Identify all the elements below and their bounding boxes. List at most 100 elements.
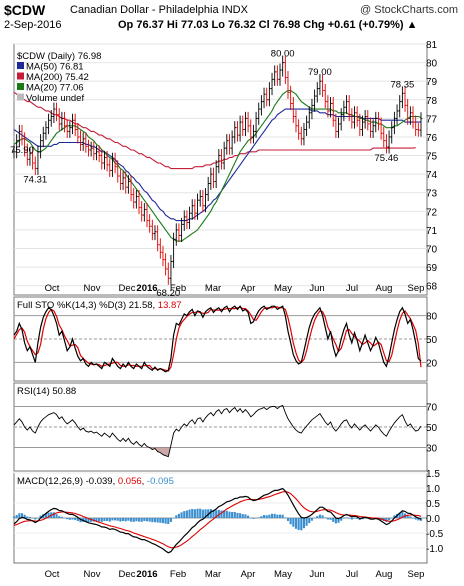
macd-histogram-bar [345, 517, 348, 518]
macd-histogram-bar [68, 518, 71, 520]
macd-histogram-bar [239, 513, 242, 518]
macd-histogram-bar [294, 518, 298, 529]
macd-histogram-bar [385, 518, 388, 522]
macd-histogram-bar [297, 518, 300, 530]
x-tick-label-bottom: Dec [119, 569, 136, 580]
macd-histogram-bar [172, 518, 175, 519]
legend-ma200-swatch [17, 72, 24, 80]
macd-histogram-bar [201, 509, 204, 518]
macd-tick-label: -0.5 [426, 529, 444, 540]
macd-tick-label: -1.0 [426, 544, 444, 555]
macd-histogram-bar [302, 518, 306, 529]
macd-histogram-bar [148, 518, 151, 522]
instrument-name: Canadian Dollar - Philadelphia INDX [70, 4, 248, 16]
macd-legend-sep: , [142, 476, 147, 487]
macd-histogram-bar [406, 515, 409, 518]
macd-histogram-bar [124, 518, 127, 522]
legend-ma20-swatch [17, 83, 24, 90]
macd-histogram-bar [36, 518, 39, 519]
sto-legend: Full STO %K(14,3) %D(3) 21.58, 13.87 [17, 300, 182, 311]
price-tick-label: 77 [426, 114, 438, 125]
price-tick-label: 78 [426, 96, 438, 107]
x-tick-label-price: Dec [119, 283, 136, 294]
price-tick-label: 71 [426, 226, 438, 237]
macd-histogram-bar [326, 518, 329, 520]
macd-histogram-bar [286, 518, 290, 521]
macd-histogram-bar [169, 518, 173, 522]
macd-histogram-bar [71, 518, 74, 520]
ma20-line [13, 89, 422, 242]
macd-histogram-bar [419, 518, 423, 521]
macd-histogram-bar [26, 516, 29, 518]
macd-histogram-bar [257, 517, 260, 518]
ohlc-readout: Op 76.37 Hi 77.03 Lo 76.32 Cl 76.98 Chg … [118, 19, 418, 31]
macd-line [13, 487, 422, 554]
macd-histogram-bar [215, 510, 218, 518]
macd-tick-label: 0.0 [426, 514, 440, 525]
macd-histogram-bar [417, 518, 420, 521]
macd-histogram-bar [95, 518, 98, 522]
macd-histogram-bar [321, 515, 324, 518]
macd-histogram-bar [278, 514, 282, 518]
macd-histogram-bar [183, 511, 186, 518]
ticker-symbol: $CDW [4, 2, 46, 18]
sto-k-line [13, 305, 422, 373]
macd-histogram-bar [324, 517, 327, 518]
sto-tick-label: 80 [426, 312, 438, 323]
x-tick-label-bottom: Apr [241, 569, 256, 580]
price-tick-label: 74 [426, 170, 438, 181]
macd-histogram-bar [223, 510, 226, 518]
x-tick-label-price: Aug [376, 283, 393, 294]
macd-histogram-bar [63, 518, 66, 519]
macd-legend: MACD(12,26,9) -0.039, 0.056, -0.095 [17, 476, 174, 487]
macd-histogram-bar [252, 518, 255, 519]
sto-d-line [13, 306, 422, 372]
legend-ma50-swatch [17, 62, 24, 69]
x-tick-label-price: Sep [408, 283, 425, 294]
macd-histogram-bar [300, 518, 303, 531]
macd-histogram-bar [329, 518, 332, 520]
macd-legend-signal: 0.056 [118, 476, 142, 487]
price-tick-label: 75 [426, 152, 438, 163]
x-tick-label-bottom: Sep [408, 569, 425, 580]
macd-histogram-bar [393, 515, 396, 518]
price-annotation-label: 68.20 [156, 288, 180, 299]
macd-histogram-bar [180, 512, 183, 518]
macd-histogram-bar [249, 518, 252, 519]
x-tick-label-bottom: Aug [376, 569, 393, 580]
macd-histogram-bar [334, 518, 337, 524]
macd-histogram-bar [281, 514, 284, 518]
macd-histogram-bar [119, 518, 122, 522]
macd-histogram-bar [364, 518, 367, 519]
macd-tick-label: 0.5 [426, 499, 440, 510]
macd-histogram-bar [151, 518, 154, 523]
x-tick-label-price: Jun [309, 283, 324, 294]
macd-histogram-bar [44, 513, 47, 518]
macd-histogram-bar [340, 518, 343, 521]
price-tick-label: 68 [426, 282, 438, 293]
macd-histogram-bar [92, 518, 95, 522]
macd-histogram-bar [348, 518, 351, 519]
macd-histogram-bar [233, 512, 236, 518]
macd-histogram-bar [122, 518, 125, 521]
x-tick-label-price: Jul [346, 283, 358, 294]
macd-histogram-bar [212, 509, 215, 518]
macd-histogram-bar [188, 509, 191, 518]
price-annotation-label: 75.90 [10, 145, 34, 156]
macd-histogram-bar [316, 516, 319, 518]
macd-histogram-bar [388, 518, 391, 521]
macd-histogram-bar [247, 515, 250, 518]
x-tick-label-bottom: Jul [346, 569, 358, 580]
macd-histogram-bar [159, 518, 162, 523]
macd-histogram-bar [284, 517, 287, 518]
macd-histogram-bar [127, 518, 130, 521]
macd-histogram-bar [337, 518, 340, 523]
macd-histogram-bar [20, 513, 24, 518]
macd-histogram-bar [199, 508, 202, 518]
macd-histogram-bar [135, 518, 138, 522]
macd-legend-hist: -0.095 [147, 476, 174, 487]
sto-tick-label: 50 [426, 335, 438, 346]
macd-histogram-bar [398, 512, 401, 518]
macd-histogram-bar [100, 518, 103, 522]
macd-histogram-bar [177, 513, 180, 518]
